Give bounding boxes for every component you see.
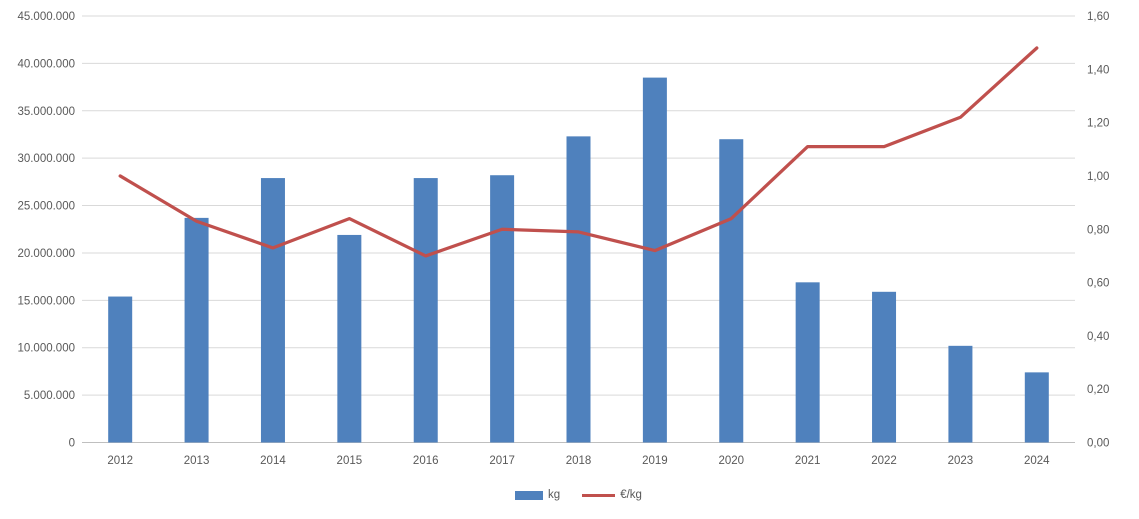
right-axis-tick-label: 0,80 bbox=[1087, 224, 1109, 236]
left-axis-tick-label: 35.000.000 bbox=[17, 106, 75, 118]
right-axis-tick-label: 0,40 bbox=[1087, 331, 1109, 343]
kg-bar-swatch-icon bbox=[515, 490, 544, 500]
right-axis-tick-label: 1,20 bbox=[1087, 118, 1109, 130]
bar-2022 bbox=[872, 291, 897, 443]
chart-legend: kg €/kg bbox=[82, 489, 1075, 501]
bar-2024 bbox=[1024, 372, 1049, 443]
x-axis-label-2018: 2018 bbox=[566, 455, 592, 467]
x-axis-label-2015: 2015 bbox=[337, 455, 363, 467]
left-axis-tick-label: 40.000.000 bbox=[17, 58, 75, 70]
left-axis-tick-label: 45.000.000 bbox=[17, 11, 75, 23]
x-axis-label-2022: 2022 bbox=[871, 455, 897, 467]
legend-label-eur-per-kg: €/kg bbox=[620, 489, 642, 501]
legend-item-kg: kg bbox=[515, 489, 560, 501]
eur-per-kg-line-swatch-icon bbox=[582, 493, 616, 497]
bar-2015 bbox=[337, 234, 362, 443]
x-axis-label-2020: 2020 bbox=[718, 455, 744, 467]
right-axis-tick-label: 0,20 bbox=[1087, 384, 1109, 396]
left-axis-tick-label: 30.000.000 bbox=[17, 153, 75, 165]
bar-2020 bbox=[719, 139, 744, 443]
right-axis-tick-label: 1,60 bbox=[1087, 11, 1109, 23]
bar-2013 bbox=[184, 217, 209, 443]
x-axis-label-2024: 2024 bbox=[1024, 455, 1050, 467]
x-axis-label-2017: 2017 bbox=[489, 455, 515, 467]
left-axis-tick-label: 20.000.000 bbox=[17, 248, 75, 260]
right-axis-tick-label: 1,00 bbox=[1087, 171, 1109, 183]
x-axis-label-2021: 2021 bbox=[795, 455, 821, 467]
bar-2017 bbox=[490, 175, 515, 443]
right-axis-tick-label: 0,00 bbox=[1087, 438, 1109, 450]
x-axis-label-2014: 2014 bbox=[260, 455, 286, 467]
bar-2021 bbox=[795, 282, 820, 443]
legend-item-eur-per-kg: €/kg bbox=[582, 489, 642, 501]
bar-2023 bbox=[948, 345, 973, 443]
left-axis-tick-label: 10.000.000 bbox=[17, 343, 75, 355]
x-axis-label-2012: 2012 bbox=[107, 455, 133, 467]
left-axis-tick-label: 0 bbox=[69, 438, 75, 450]
left-axis-tick-label: 15.000.000 bbox=[17, 295, 75, 307]
bar-2018 bbox=[566, 136, 591, 443]
x-axis-label-2019: 2019 bbox=[642, 455, 668, 467]
legend-label-kg: kg bbox=[548, 489, 561, 501]
eur-per-kg-line bbox=[118, 46, 1039, 258]
bar-2016 bbox=[413, 178, 438, 443]
x-axis-label-2016: 2016 bbox=[413, 455, 439, 467]
right-axis-tick-label: 0,60 bbox=[1087, 278, 1109, 290]
bar-2014 bbox=[260, 178, 285, 443]
x-axis-label-2013: 2013 bbox=[184, 455, 210, 467]
bar-2012 bbox=[108, 296, 133, 443]
bar-2019 bbox=[642, 77, 667, 443]
left-axis-tick-label: 5.000.000 bbox=[24, 390, 75, 402]
x-axis-label-2023: 2023 bbox=[948, 455, 974, 467]
right-axis-tick-label: 1,40 bbox=[1087, 64, 1109, 76]
left-axis-tick-label: 25.000.000 bbox=[17, 201, 75, 213]
